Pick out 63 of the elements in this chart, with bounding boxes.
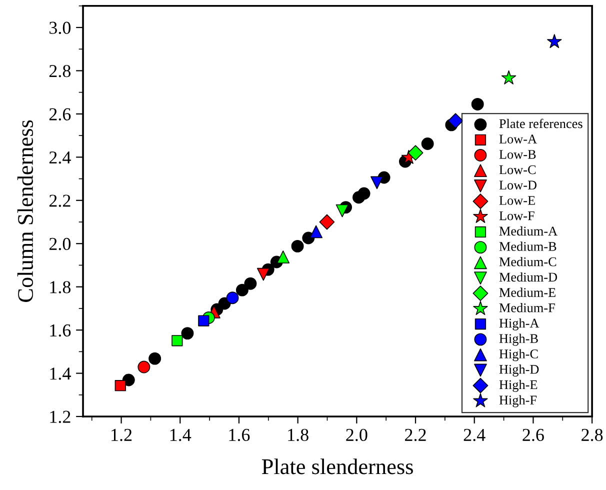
point xyxy=(547,34,562,48)
legend-label: Plate references xyxy=(499,118,582,128)
point xyxy=(310,225,322,238)
legend-label: Medium-A xyxy=(499,226,558,236)
x-tick-label: 2.2 xyxy=(405,428,426,442)
x-axis-title: Plate slenderness xyxy=(262,458,413,474)
x-tick-label: 2.4 xyxy=(464,428,486,442)
point xyxy=(181,327,194,340)
point xyxy=(236,284,248,296)
y-tick-label: 1.6 xyxy=(50,324,71,337)
point xyxy=(358,187,370,200)
legend-label: High-C xyxy=(499,349,538,362)
legend-label: Medium-D xyxy=(499,272,558,282)
x-tick-label: 1.2 xyxy=(112,428,132,442)
y-tick-label: 2.4 xyxy=(49,151,71,164)
point xyxy=(471,98,484,110)
legend-label: Low-F xyxy=(499,211,534,220)
point xyxy=(138,360,150,374)
legend-label: Medium-E xyxy=(499,288,556,297)
point xyxy=(226,292,239,304)
legend-label: Low-C xyxy=(499,165,536,174)
legend-label: Low-A xyxy=(499,134,537,144)
x-tick-label: 1.8 xyxy=(288,428,308,442)
y-tick-label: 1.2 xyxy=(50,410,70,424)
point xyxy=(336,204,349,218)
point xyxy=(198,315,210,326)
x-tick-label: 1.6 xyxy=(229,428,250,442)
y-tick-label: 2.0 xyxy=(49,238,71,250)
point xyxy=(172,335,183,346)
x-tick-label: 2.6 xyxy=(522,428,544,442)
point xyxy=(370,176,384,190)
point xyxy=(114,380,126,392)
legend-label: High-D xyxy=(499,364,539,376)
point xyxy=(448,113,464,129)
point xyxy=(244,277,257,290)
legend-label: High-A xyxy=(499,318,540,330)
y-tick-label: 1.8 xyxy=(50,281,71,294)
legend-label: Low-D xyxy=(499,180,537,190)
y-tick-label: 2.6 xyxy=(49,108,71,120)
x-tick-label: 1.4 xyxy=(170,428,192,442)
point xyxy=(501,70,516,84)
point xyxy=(256,268,270,281)
y-tick-label: 1.4 xyxy=(50,368,71,380)
point xyxy=(408,145,424,161)
y-tick-label: 2.2 xyxy=(49,194,70,207)
legend-label: Medium-B xyxy=(499,242,556,251)
point xyxy=(421,138,434,150)
legend-label: High-F xyxy=(499,395,537,408)
legend-label: Low-E xyxy=(499,196,535,205)
legend-label: Medium-C xyxy=(499,256,556,266)
point xyxy=(276,250,290,264)
y-tick-label: 3.0 xyxy=(50,22,71,34)
legend-label: Medium-F xyxy=(499,303,555,312)
y-tick-label: 2.8 xyxy=(49,64,71,78)
point xyxy=(319,214,335,230)
y-axis-title: Column Slenderness xyxy=(17,120,34,302)
legend-label: High-E xyxy=(499,380,538,392)
point xyxy=(148,352,162,365)
point xyxy=(291,240,304,252)
x-tick-label: 2.0 xyxy=(346,428,368,442)
legend-label: Low-B xyxy=(499,150,536,159)
legend-label: High-B xyxy=(499,334,538,346)
x-tick-label: 2.8 xyxy=(582,428,603,442)
